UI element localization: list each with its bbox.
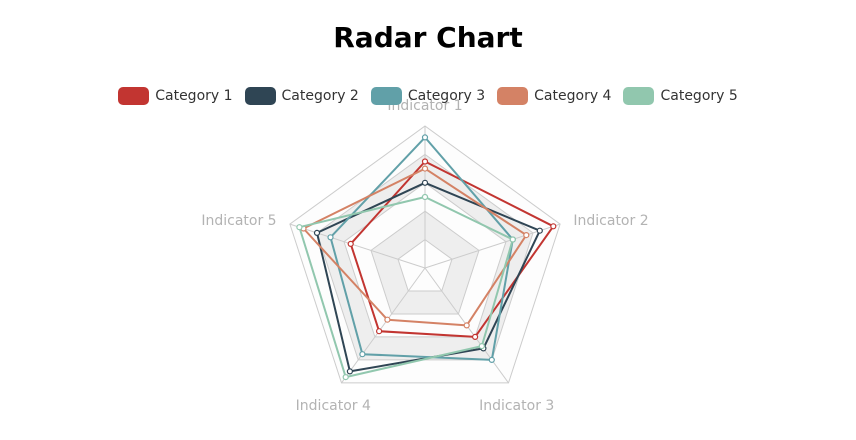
legend-label: Category 3	[407, 88, 486, 104]
series-category-5[interactable]	[296, 193, 516, 381]
legend-swatch	[244, 87, 276, 105]
legend-item-category-1[interactable]: Category 1	[118, 86, 233, 106]
data-point[interactable]	[376, 328, 383, 335]
legend-label: Category 1	[155, 88, 233, 104]
legend-label: Category 4	[534, 88, 612, 104]
series-category-4[interactable]	[300, 165, 530, 329]
legend-swatch	[118, 87, 150, 105]
legend-item-category-3[interactable]: Category 3	[370, 86, 486, 106]
axis-label-indicator-2: Indicator 2	[573, 213, 648, 229]
legend: Category 1 Category 2 Category 3 Categor…	[0, 86, 856, 106]
legend-label: Category 2	[281, 88, 359, 104]
data-point[interactable]	[342, 374, 349, 381]
data-point[interactable]	[536, 227, 543, 234]
axis-label-indicator-5: Indicator 5	[201, 213, 276, 229]
data-point[interactable]	[347, 240, 354, 247]
axis-spoke	[341, 267, 426, 384]
data-point[interactable]	[296, 224, 303, 231]
legend-swatch	[497, 87, 529, 105]
legend-label: Category 5	[660, 88, 738, 104]
data-point[interactable]	[346, 368, 353, 375]
data-point[interactable]	[509, 236, 516, 243]
data-point[interactable]	[472, 333, 479, 340]
data-point[interactable]	[313, 229, 321, 236]
legend-item-category-4[interactable]: Category 4	[497, 86, 611, 106]
data-point[interactable]	[523, 232, 530, 239]
legend-item-category-2[interactable]: Category 2	[244, 86, 359, 106]
data-point[interactable]	[478, 343, 485, 350]
legend-swatch	[623, 87, 655, 105]
series-line	[316, 181, 541, 373]
axis-spoke	[289, 223, 426, 269]
data-point[interactable]	[359, 351, 366, 358]
data-point[interactable]	[327, 234, 334, 241]
legend-item-category-5[interactable]: Category 5	[623, 86, 738, 106]
legend-swatch	[370, 87, 402, 105]
data-point[interactable]	[421, 134, 429, 141]
data-point[interactable]	[421, 158, 429, 165]
data-point[interactable]	[488, 356, 495, 363]
axis-label-indicator-4: Indicator 4	[296, 398, 371, 414]
series-line	[302, 167, 528, 327]
data-point[interactable]	[550, 223, 557, 230]
axis-labels: Indicator 1 Indicator 2 Indicator 3 Indicat…	[201, 98, 648, 414]
axis-label-indicator-3: Indicator 3	[479, 398, 554, 414]
radar-series	[296, 134, 557, 381]
series-line	[298, 196, 514, 379]
axis-label-indicator-1: Indicator 1	[387, 98, 462, 114]
chart-title: Radar Chart	[333, 21, 523, 54]
series-line	[329, 136, 514, 361]
series-line	[349, 160, 555, 338]
data-point[interactable]	[421, 179, 429, 186]
data-point[interactable]	[463, 322, 470, 329]
data-point[interactable]	[421, 165, 429, 172]
data-point[interactable]	[421, 193, 429, 201]
data-point[interactable]	[384, 316, 391, 323]
series-category-1[interactable]	[347, 158, 557, 340]
